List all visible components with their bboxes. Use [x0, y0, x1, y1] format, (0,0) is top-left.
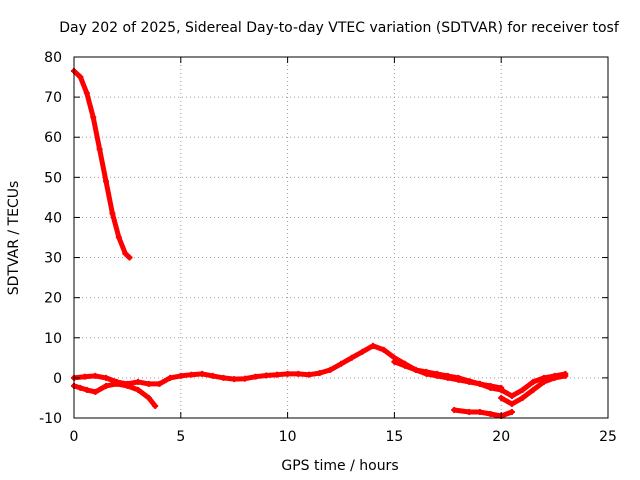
- data-point: [327, 366, 334, 373]
- data-point: [103, 374, 110, 381]
- data-point: [498, 384, 505, 391]
- y-tick-label: 20: [44, 291, 62, 307]
- data-point: [252, 373, 259, 380]
- y-tick-label: -10: [39, 411, 62, 427]
- data-point: [508, 400, 515, 407]
- data-point: [83, 386, 90, 393]
- data-point: [434, 372, 441, 379]
- data-point: [96, 146, 103, 153]
- data-point: [508, 392, 515, 399]
- data-point: [209, 372, 216, 379]
- data-point: [370, 342, 377, 349]
- data-point: [476, 408, 483, 415]
- data-point: [199, 370, 206, 377]
- data-point: [551, 374, 558, 381]
- data-point: [92, 372, 99, 379]
- data-point: [284, 370, 291, 377]
- data-point: [562, 372, 569, 379]
- data-point: [487, 410, 494, 417]
- series-line: [71, 381, 158, 409]
- data-point: [423, 370, 430, 377]
- data-point: [412, 366, 419, 373]
- x-tick-label: 20: [492, 429, 510, 445]
- data-point: [498, 394, 505, 401]
- x-tick-label: 15: [385, 429, 403, 445]
- data-point: [220, 374, 227, 381]
- y-tick-label: 0: [53, 371, 62, 387]
- data-point: [466, 408, 473, 415]
- data-point: [115, 234, 122, 241]
- data-point: [530, 386, 537, 393]
- data-point: [103, 178, 110, 185]
- data-point: [519, 386, 526, 393]
- data-point: [90, 114, 97, 121]
- data-point: [540, 378, 547, 385]
- x-tick-label: 10: [279, 429, 297, 445]
- data-point: [263, 372, 270, 379]
- y-tick-label: 10: [44, 331, 62, 347]
- data-point: [444, 374, 451, 381]
- data-point: [83, 90, 90, 97]
- data-point: [135, 386, 142, 393]
- data-point: [241, 375, 248, 382]
- x-tick-label: 25: [599, 429, 617, 445]
- data-point: [113, 380, 120, 387]
- y-tick-label: 30: [44, 251, 62, 267]
- data-point: [103, 382, 110, 389]
- data-point: [316, 370, 323, 377]
- data-point: [348, 354, 355, 361]
- x-tick-label: 0: [70, 429, 79, 445]
- data-point: [92, 388, 99, 395]
- y-tick-label: 50: [44, 170, 62, 186]
- data-point: [380, 346, 387, 353]
- series-line: [71, 68, 132, 261]
- data-point: [188, 371, 195, 378]
- chart-title: Day 202 of 2025, Sidereal Day-to-day VTE…: [59, 20, 620, 36]
- data-point: [167, 374, 174, 381]
- data-point: [402, 362, 409, 369]
- y-tick-label: 80: [44, 50, 62, 66]
- data-point: [455, 376, 462, 383]
- data-point: [519, 394, 526, 401]
- data-point: [122, 250, 129, 257]
- data-point: [145, 380, 152, 387]
- y-tick-label: 60: [44, 130, 62, 146]
- plot-frame: [73, 56, 609, 419]
- data-point: [177, 372, 184, 379]
- x-tick-label: 5: [176, 429, 185, 445]
- data-point: [124, 382, 131, 389]
- data-point: [273, 371, 280, 378]
- y-tick-label: 70: [44, 90, 62, 106]
- x-axis-label: GPS time / hours: [281, 458, 398, 474]
- data-point: [81, 373, 88, 380]
- data-point: [476, 380, 483, 387]
- data-point: [77, 74, 84, 81]
- data-point: [338, 360, 344, 367]
- data-point: [359, 348, 366, 355]
- data-point: [487, 382, 494, 389]
- data-point: [391, 358, 398, 365]
- y-tick-label: 40: [44, 210, 62, 226]
- data-point: [152, 402, 159, 409]
- data-point: [156, 380, 163, 387]
- data-point: [295, 370, 302, 377]
- data-point: [451, 406, 458, 413]
- data-point: [145, 394, 152, 401]
- y-axis-label: SDTVAR / TECUs: [6, 181, 22, 296]
- data-point: [231, 376, 238, 383]
- data-point: [508, 408, 515, 415]
- data-point: [305, 371, 312, 378]
- data-point: [109, 210, 116, 217]
- data-point: [135, 378, 142, 385]
- data-point: [77, 384, 84, 391]
- data-point: [530, 378, 537, 385]
- data-point: [466, 378, 473, 385]
- data-point: [126, 254, 133, 261]
